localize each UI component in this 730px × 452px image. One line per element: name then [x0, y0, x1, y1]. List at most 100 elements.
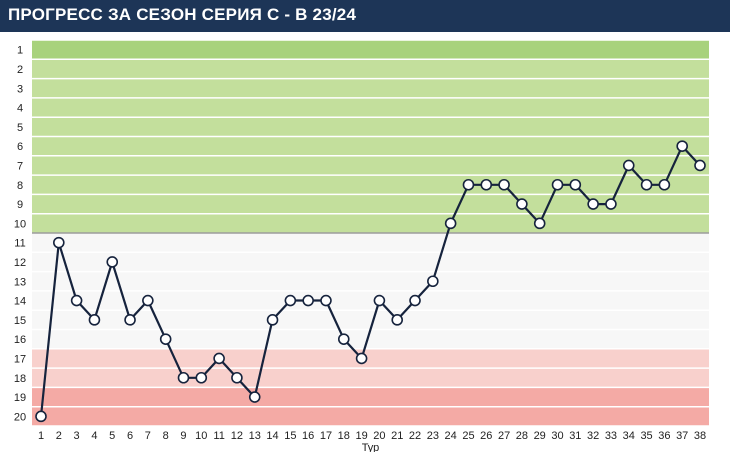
- y-tick-label: 12: [14, 257, 26, 269]
- x-tick-label: 8: [163, 430, 169, 442]
- x-tick-label: 6: [127, 430, 133, 442]
- x-tick-label: 11: [213, 430, 224, 442]
- data-point: [195, 371, 208, 384]
- data-point: [605, 198, 617, 210]
- x-tick-labels: 1 2 3 4 5 6 7 8 9 10 11 12 13 14 15 16 17 18 19 20 21 22 23 24 2…: [38, 430, 706, 442]
- x-tick-label: 5: [109, 430, 115, 442]
- x-tick-label: 37: [676, 430, 688, 442]
- x-tick-label: 4: [91, 430, 97, 442]
- x-tick-label: 28: [516, 430, 528, 442]
- x-tick-label: 34: [623, 430, 635, 442]
- data-point: [622, 159, 635, 172]
- data-point: [320, 294, 332, 307]
- data-point: [587, 198, 599, 210]
- y-tick-label: 3: [17, 83, 23, 95]
- data-point: [231, 371, 243, 384]
- data-point: [213, 352, 225, 365]
- x-tick-label: 38: [694, 430, 706, 442]
- x-tick-label: 27: [498, 430, 510, 442]
- x-tick-label: 22: [409, 430, 421, 442]
- data-point: [159, 333, 172, 345]
- y-tick-label: 11: [14, 238, 25, 250]
- data-point: [53, 236, 65, 249]
- data-point: [337, 333, 350, 345]
- x-tick-label: 3: [74, 430, 80, 442]
- data-point: [284, 294, 297, 307]
- x-tick-label: 25: [462, 430, 474, 442]
- zone-band-top: [32, 40, 709, 60]
- data-point: [391, 314, 404, 326]
- x-tick-label: 10: [195, 430, 207, 442]
- x-tick-label: 23: [427, 430, 439, 442]
- x-tick-label: 33: [605, 430, 617, 442]
- x-tick-label: 16: [302, 430, 314, 442]
- y-tick-label: 16: [14, 334, 26, 346]
- x-tick-label: 17: [320, 430, 332, 442]
- y-tick-label: 1: [17, 45, 23, 57]
- x-tick-label: 1: [38, 430, 44, 442]
- data-point: [462, 178, 475, 191]
- y-tick-label: 4: [17, 103, 23, 115]
- y-tick-label: 19: [14, 392, 26, 404]
- y-tick-label: 6: [17, 141, 23, 153]
- data-point: [70, 294, 83, 307]
- data-point: [124, 314, 136, 326]
- data-point: [480, 178, 493, 191]
- y-tick-label: 5: [17, 122, 23, 134]
- data-point: [142, 294, 154, 307]
- y-tick-label: 18: [14, 373, 26, 385]
- y-tick-label: 10: [14, 218, 26, 230]
- x-tick-label: 32: [587, 430, 599, 442]
- data-point: [177, 371, 190, 384]
- data-point: [516, 198, 528, 210]
- data-point: [569, 178, 582, 191]
- y-tick-label: 9: [17, 199, 23, 211]
- data-point: [88, 314, 101, 326]
- data-point: [106, 256, 119, 268]
- y-tick-label: 20: [14, 411, 26, 423]
- y-tick-label: 7: [17, 160, 23, 172]
- y-tick-label: 2: [17, 64, 23, 76]
- chart-header: ПРОГРЕСС ЗА СЕЗОН СЕРИЯ C - B 23/24: [0, 0, 730, 32]
- data-point: [498, 178, 510, 191]
- x-tick-label: 31: [569, 430, 581, 442]
- data-point: [355, 352, 368, 365]
- data-point: [658, 178, 671, 191]
- data-point: [373, 294, 386, 307]
- x-tick-label: 21: [391, 430, 403, 442]
- x-tick-label: 35: [640, 430, 652, 442]
- x-tick-label: 24: [445, 430, 457, 442]
- data-point: [35, 410, 47, 423]
- x-tick-label: 26: [480, 430, 492, 442]
- position-series: [35, 140, 706, 423]
- x-tick-label: 15: [284, 430, 296, 442]
- y-tick-label: 13: [14, 276, 26, 288]
- x-tick-label: 29: [534, 430, 546, 442]
- x-axis-label: Тур: [362, 442, 380, 452]
- data-point: [551, 178, 564, 191]
- x-tick-label: 18: [338, 430, 350, 442]
- x-tick-label: 7: [145, 430, 151, 442]
- data-point: [302, 294, 314, 307]
- grid-lines: [32, 39, 709, 427]
- x-tick-label: 14: [266, 430, 278, 442]
- data-point: [676, 140, 688, 152]
- x-tick-label: 9: [180, 430, 186, 442]
- x-tick-label: 2: [56, 430, 62, 442]
- y-tick-label: 17: [14, 353, 26, 365]
- data-point: [533, 217, 546, 230]
- x-tick-label: 13: [249, 430, 261, 442]
- data-point: [640, 178, 653, 191]
- x-tick-label: 36: [658, 430, 670, 442]
- data-point: [266, 314, 279, 326]
- data-point: [248, 391, 261, 403]
- chart-title: ПРОГРЕСС ЗА СЕЗОН СЕРИЯ C - B 23/24: [8, 5, 357, 24]
- y-tick-label: 8: [17, 180, 23, 192]
- data-point: [444, 217, 457, 230]
- data-point: [694, 159, 706, 172]
- x-tick-label: 30: [551, 430, 563, 442]
- x-tick-label: 20: [373, 430, 385, 442]
- data-point: [427, 275, 439, 288]
